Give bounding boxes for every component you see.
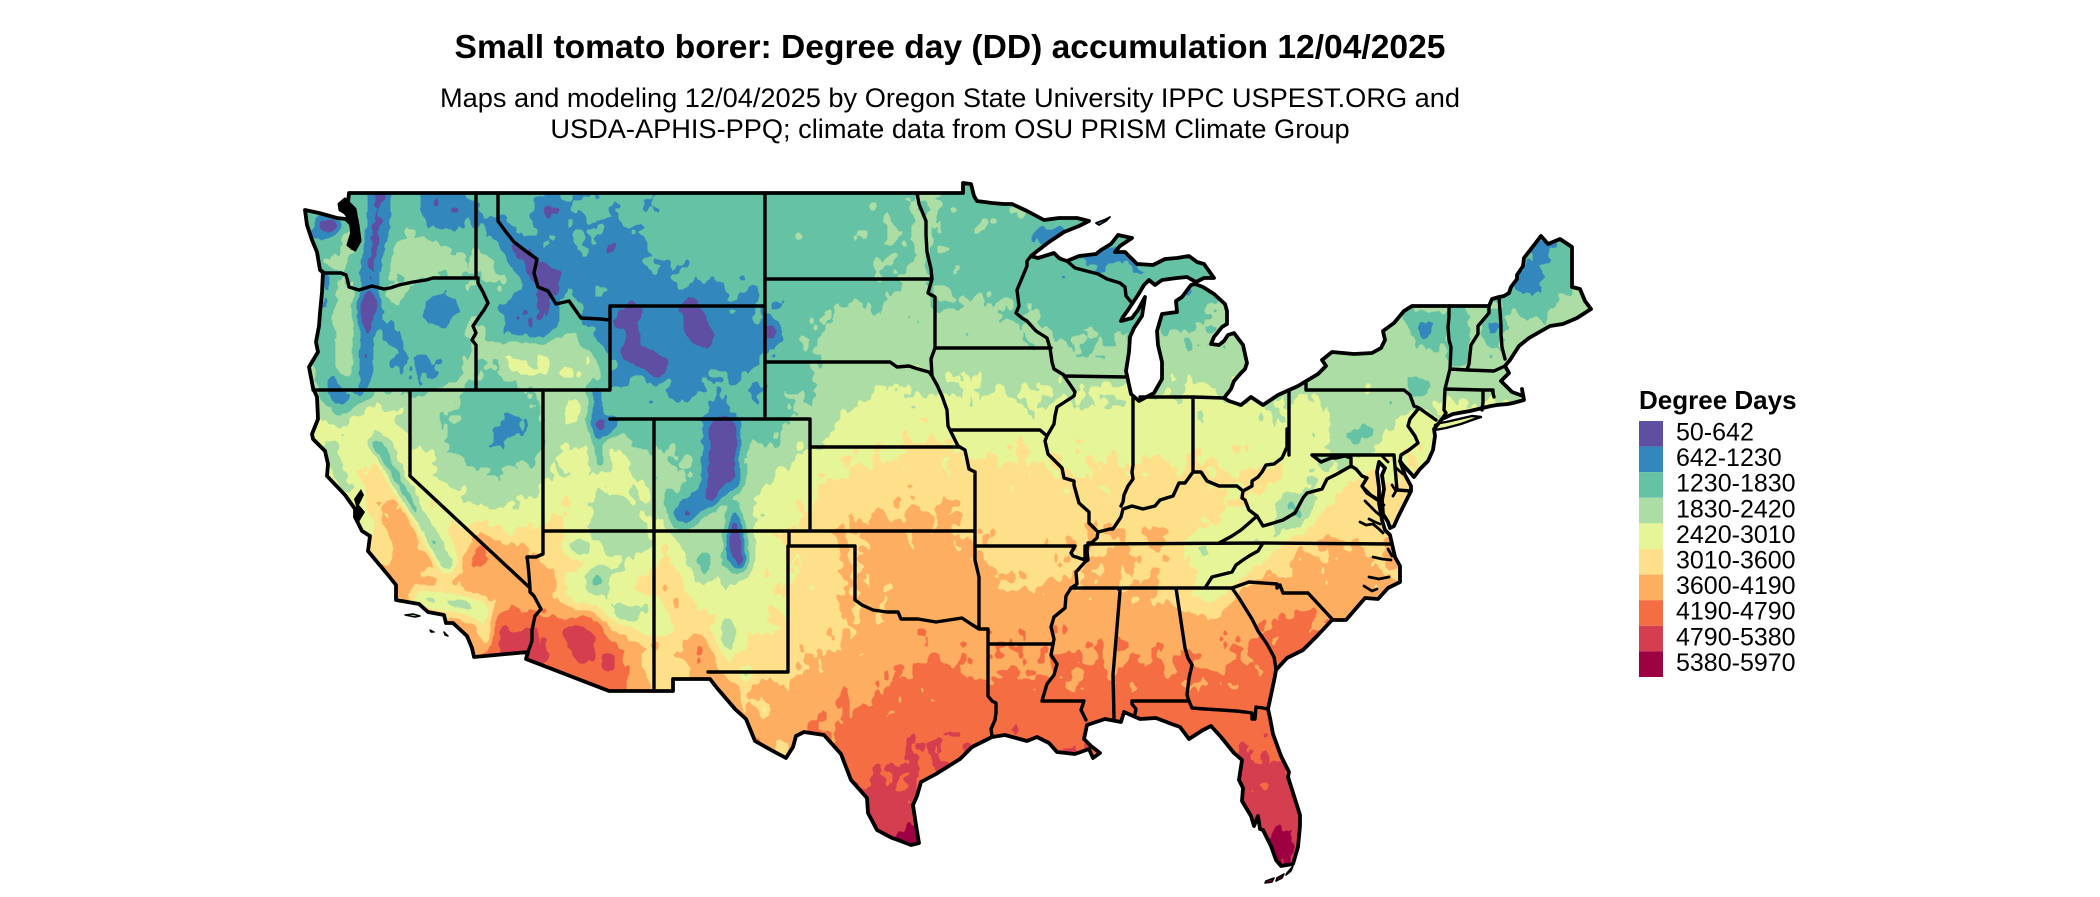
svg-text:1230-1830: 1230-1830 [1676, 470, 1796, 498]
svg-text:1830-2420: 1830-2420 [1676, 495, 1796, 523]
svg-text:3010-3600: 3010-3600 [1676, 547, 1796, 575]
svg-text:50-642: 50-642 [1676, 419, 1754, 447]
svg-text:3600-4190: 3600-4190 [1676, 572, 1796, 600]
svg-text:4790-5380: 4790-5380 [1676, 623, 1796, 651]
svg-text:Small tomato borer: Degree day: Small tomato borer: Degree day (DD) accu… [455, 29, 1446, 66]
svg-text:5380-5970: 5380-5970 [1676, 649, 1796, 677]
svg-text:4190-4790: 4190-4790 [1676, 598, 1796, 626]
svg-text:Degree Days: Degree Days [1639, 385, 1797, 415]
svg-text:USDA-APHIS-PPQ; climate data f: USDA-APHIS-PPQ; climate data from OSU PR… [550, 113, 1349, 144]
svg-text:642-1230: 642-1230 [1676, 444, 1782, 472]
svg-text:Maps and modeling 12/04/2025 b: Maps and modeling 12/04/2025 by Oregon S… [440, 82, 1460, 113]
svg-text:2420-3010: 2420-3010 [1676, 521, 1796, 549]
